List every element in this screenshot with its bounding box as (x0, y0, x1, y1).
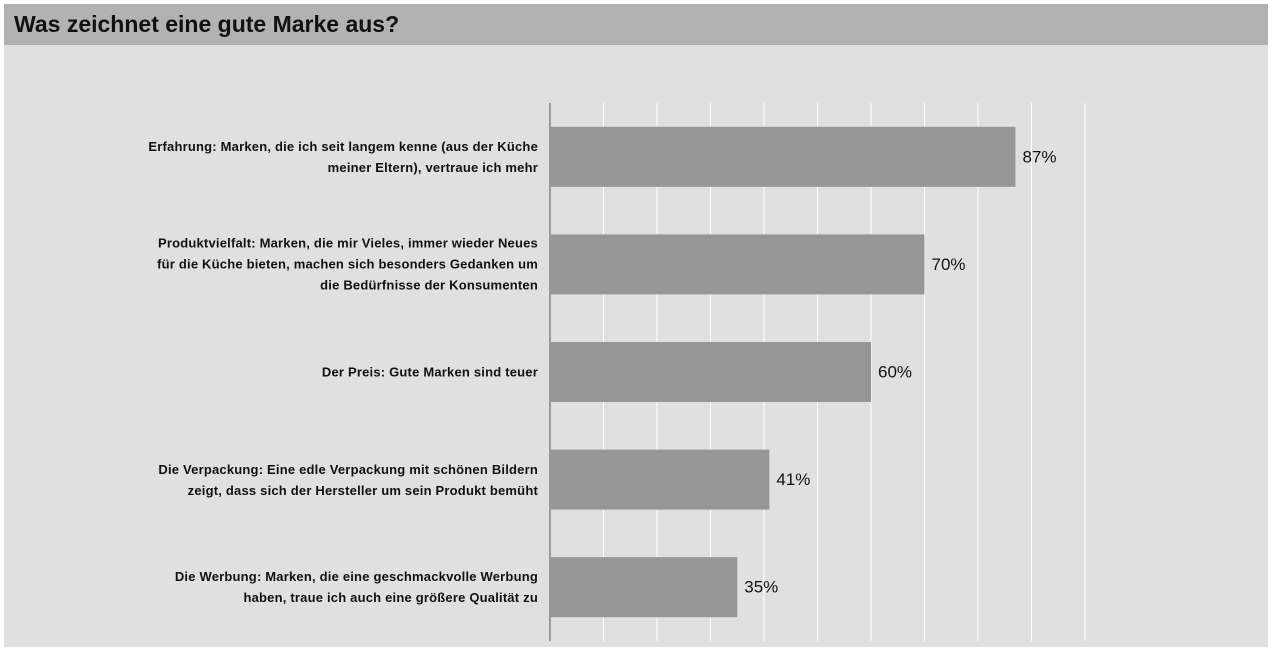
bar (550, 557, 738, 618)
category-label: Der Preis: Gute Marken sind teuer (321, 364, 538, 380)
chart-title: Was zeichnet eine gute Marke aus? (14, 11, 400, 37)
category-label: Produktvielfalt: Marken, die mir Vieles,… (157, 235, 538, 293)
value-label: 87% (1022, 147, 1056, 166)
bar (550, 126, 1016, 187)
value-label: 70% (932, 255, 966, 274)
category-label: Die Verpackung: Eine edle Verpackung mit… (158, 461, 538, 498)
bar (550, 234, 925, 295)
value-label: 60% (878, 362, 912, 381)
value-label: 41% (776, 470, 810, 489)
category-label: Die Werbung: Marken, die eine geschmackv… (174, 569, 538, 606)
value-label: 35% (744, 578, 778, 597)
category-label: Erfahrung: Marken, die ich seit langem k… (148, 138, 538, 175)
chart-frame: Was zeichnet eine gute Marke aus? (4, 4, 1268, 647)
title-bar: Was zeichnet eine gute Marke aus? (4, 4, 1268, 45)
bar (550, 449, 770, 510)
bar (550, 342, 871, 402)
